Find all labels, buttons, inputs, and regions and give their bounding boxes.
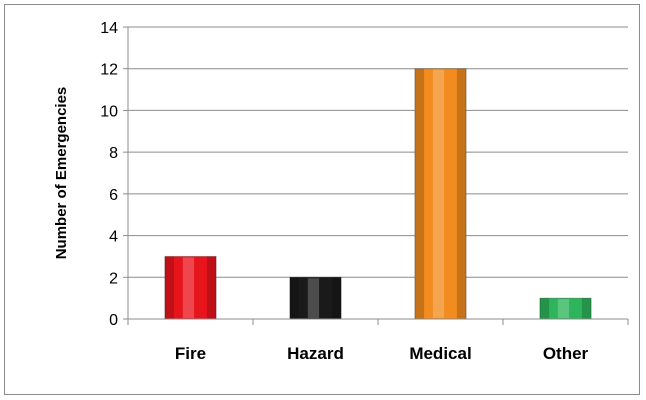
- bar-shade-right: [331, 277, 342, 319]
- axes: [127, 27, 628, 320]
- bar-highlight: [432, 69, 445, 318]
- bar-highlight: [307, 278, 320, 318]
- bar-highlight: [557, 299, 570, 318]
- bar-shade-right: [456, 68, 467, 319]
- y-tick-labels: 0 2 4 6 8 10 12 14: [100, 20, 118, 329]
- y-axis-title: Number of Emergencies: [53, 87, 70, 260]
- y-tick-label: 0: [109, 312, 118, 329]
- y-tick-label: 6: [109, 187, 118, 204]
- y-tick-label: 4: [109, 229, 118, 246]
- y-tick-label: 8: [109, 145, 118, 162]
- bar-shade-right: [581, 298, 592, 319]
- bar-medical: [414, 68, 467, 320]
- bar-shade-left: [164, 256, 175, 319]
- y-tick-label: 12: [100, 62, 118, 79]
- bar-shade-left: [539, 298, 550, 319]
- y-tick-label: 2: [109, 270, 118, 287]
- x-tick-label-medical: Medical: [409, 344, 471, 363]
- x-tick-label-hazard: Hazard: [287, 344, 344, 363]
- y-tick-label: 14: [100, 20, 118, 37]
- bar-shade-left: [289, 277, 300, 319]
- bar-highlight: [182, 257, 195, 318]
- bar-shade-left: [414, 68, 425, 319]
- y-tick-label: 10: [100, 103, 118, 120]
- x-tick-label-fire: Fire: [175, 344, 206, 363]
- x-tick-labels: Fire Hazard Medical Other: [175, 344, 589, 363]
- bar-hazard: [289, 276, 342, 320]
- bar-fire: [164, 255, 217, 320]
- bars: [127, 68, 629, 325]
- bar-shade-right: [206, 256, 217, 319]
- x-tick-label-other: Other: [543, 344, 589, 363]
